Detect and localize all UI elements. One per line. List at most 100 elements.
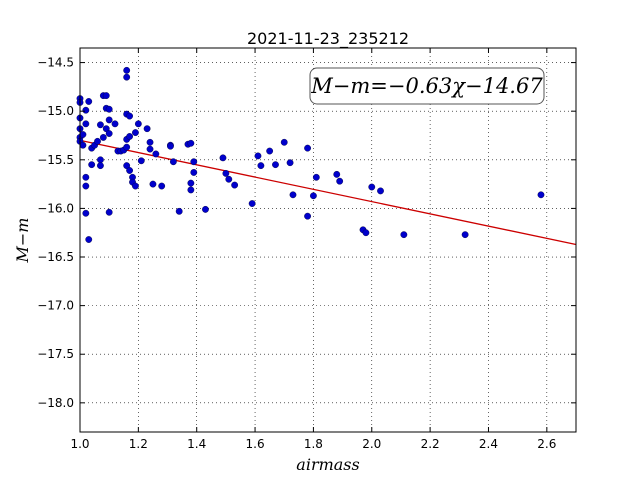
data-point	[105, 116, 113, 124]
data-point	[132, 129, 139, 136]
data-point	[158, 182, 166, 190]
data-point	[82, 120, 90, 128]
plot-area-frame	[79, 47, 577, 433]
data-point	[190, 158, 198, 166]
data-point	[461, 231, 469, 239]
data-point	[137, 157, 145, 165]
data-point	[289, 191, 297, 199]
data-point	[362, 229, 370, 237]
data-point	[400, 231, 408, 239]
data-point	[82, 106, 90, 114]
data-point	[167, 142, 174, 150]
data-point	[175, 207, 183, 215]
data-point	[304, 212, 311, 220]
x-tick-label: 1.2	[129, 437, 148, 451]
data-point	[254, 152, 262, 160]
data-point	[257, 162, 265, 170]
data-point	[126, 133, 134, 140]
data-point	[368, 183, 376, 191]
data-point	[99, 134, 107, 141]
data-point	[333, 170, 341, 178]
data-point	[222, 170, 230, 177]
data-point	[126, 167, 134, 174]
fit-line	[79, 139, 577, 246]
data-point	[146, 145, 154, 153]
fit-equation-frame	[309, 67, 545, 105]
x-tick-label: 2.0	[362, 437, 381, 451]
data-point	[231, 181, 239, 189]
x-tick-label: 1.8	[304, 437, 323, 451]
y-tick-label: −16.5	[37, 250, 74, 264]
y-tick-label: −18.0	[37, 396, 74, 410]
x-tick-label: 2.2	[421, 437, 440, 451]
data-point	[225, 175, 233, 183]
y-tick-label: −15.0	[37, 104, 74, 118]
data-point	[82, 182, 90, 190]
data-point	[187, 139, 195, 147]
data-point	[79, 131, 87, 138]
data-point	[123, 73, 131, 81]
y-tick-label: −16.0	[37, 201, 74, 215]
data-point	[97, 121, 104, 129]
x-tick-label: 1.6	[246, 437, 265, 451]
data-point	[304, 144, 311, 152]
data-point	[88, 161, 96, 169]
fit-equation-box: M−m=−0.63χ−14.67	[309, 67, 545, 105]
data-points	[76, 66, 545, 243]
data-point	[105, 208, 113, 216]
x-tick-label: 2.4	[479, 437, 498, 451]
fit-equation-text: M−m=−0.63χ−14.67	[310, 74, 543, 98]
data-point	[266, 147, 274, 155]
data-point	[105, 130, 113, 137]
data-point	[111, 120, 119, 128]
data-point	[123, 66, 131, 74]
data-point	[169, 158, 177, 166]
data-point	[286, 159, 294, 167]
data-point	[202, 205, 209, 213]
grid-lines	[79, 48, 576, 432]
data-point	[272, 161, 279, 169]
data-point	[312, 173, 320, 181]
x-axis-label: airmass	[296, 455, 359, 474]
data-point	[537, 191, 545, 199]
data-point	[85, 98, 93, 105]
y-axis-label: M−m	[13, 218, 32, 264]
data-point	[134, 120, 142, 128]
chart-title: 2021-11-23_235212	[247, 29, 409, 49]
y-axis-ticks: −14.5 −15.0 −15.5 −16.0 −16.5 −17.0 −17.5 −18.0	[37, 56, 576, 410]
y-tick-label: −14.5	[37, 56, 74, 70]
data-point	[82, 209, 90, 217]
data-point	[126, 112, 134, 120]
data-point	[143, 125, 151, 133]
data-point	[187, 186, 195, 194]
data-point	[248, 200, 256, 207]
x-tick-label: 1.4	[187, 437, 206, 451]
x-tick-label: 1.0	[70, 437, 89, 451]
data-point	[123, 143, 131, 151]
y-tick-label: −15.5	[37, 153, 74, 167]
y-tick-label: −17.0	[37, 299, 74, 313]
data-point	[187, 179, 195, 187]
data-point	[190, 169, 198, 176]
data-point	[219, 154, 227, 162]
data-point	[132, 182, 139, 190]
y-tick-label: −17.5	[37, 347, 74, 361]
data-point	[152, 150, 160, 158]
x-axis-ticks: 1.0 1.2 1.4 1.6 1.8 2.0 2.2 2.4 2.6	[70, 48, 556, 451]
data-point	[336, 177, 344, 185]
data-point	[79, 141, 87, 149]
x-tick-label: 2.6	[537, 437, 556, 451]
data-point	[149, 180, 157, 188]
data-point	[280, 138, 288, 146]
data-point	[102, 92, 110, 100]
data-point	[82, 173, 90, 181]
data-point	[310, 192, 317, 200]
fit-line-layer	[79, 139, 577, 246]
data-point	[97, 162, 104, 170]
data-point	[146, 138, 154, 146]
data-point	[85, 236, 93, 243]
data-point	[105, 105, 113, 113]
data-point	[94, 137, 101, 145]
data-point	[97, 156, 104, 164]
